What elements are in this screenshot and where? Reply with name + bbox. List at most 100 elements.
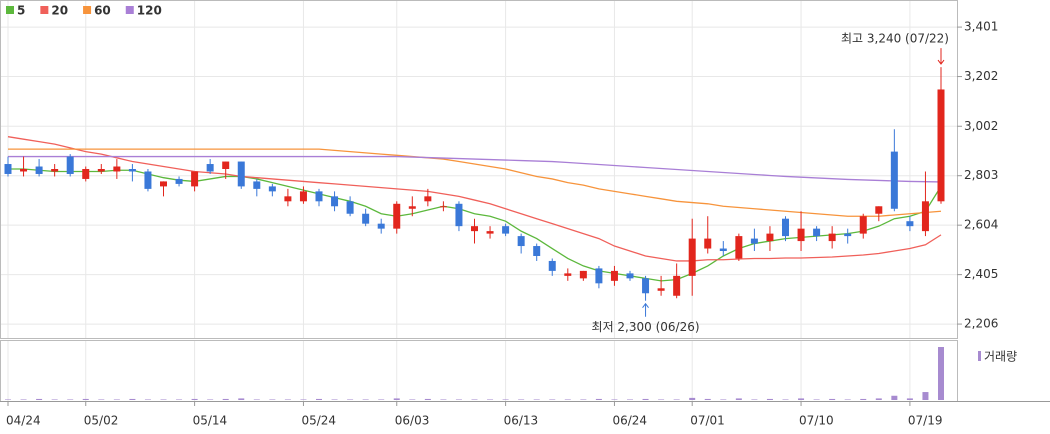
volume-bar xyxy=(113,399,120,400)
candle-body xyxy=(626,273,634,279)
candle-body xyxy=(393,203,401,229)
volume-bar xyxy=(829,398,836,400)
candle-body xyxy=(906,221,914,227)
candle-body xyxy=(160,181,167,187)
volume-bar xyxy=(36,398,43,400)
y-tick-label: 2,803 xyxy=(964,168,998,182)
candle-body xyxy=(175,178,183,184)
volume-bar xyxy=(160,399,167,400)
candle-body xyxy=(346,201,354,214)
ma-line xyxy=(8,148,942,217)
price-frame xyxy=(0,0,958,339)
candle-body xyxy=(642,278,650,294)
candle-body xyxy=(579,270,587,279)
volume-bar xyxy=(5,399,11,400)
candle-body xyxy=(673,275,681,296)
ma-line xyxy=(7,136,942,262)
candle-body xyxy=(362,213,370,224)
candle-body xyxy=(144,171,152,189)
volume-bar xyxy=(906,398,913,400)
volume-bar xyxy=(409,399,416,400)
volume-bar xyxy=(378,399,385,400)
volume-bar xyxy=(595,398,602,400)
volume-bar xyxy=(735,398,742,400)
volume-bar xyxy=(51,399,58,400)
candle-body xyxy=(937,89,945,202)
candle-body xyxy=(66,156,74,174)
volume-bar xyxy=(922,392,929,400)
candle-body xyxy=(97,169,105,172)
volume-bar xyxy=(891,395,898,400)
legend-label: 60 xyxy=(94,4,111,18)
candle-body xyxy=(253,181,261,189)
volume-bar xyxy=(393,398,400,400)
volume-bar xyxy=(253,399,260,400)
x-tick-label: 04/24 xyxy=(6,414,41,428)
volume-bar xyxy=(611,399,618,400)
x-tick-label: 05/02 xyxy=(84,414,119,428)
candle-body xyxy=(564,273,572,276)
volume-bar xyxy=(82,398,89,400)
candle-body xyxy=(610,270,618,281)
candle-body xyxy=(268,186,276,192)
volume-bar xyxy=(533,399,540,400)
candle-body xyxy=(284,196,292,202)
legend-swatch xyxy=(125,6,134,14)
legend-swatch xyxy=(40,6,49,14)
ma-line xyxy=(8,155,942,183)
volume-bar xyxy=(751,399,758,400)
volume-bar xyxy=(487,399,494,400)
candle-body xyxy=(844,233,852,237)
volume-bar xyxy=(424,398,431,400)
volume-bar xyxy=(798,398,805,400)
legend-label: 20 xyxy=(51,4,68,18)
volume-bar xyxy=(518,399,525,400)
candle-body xyxy=(517,236,525,247)
candle-body xyxy=(750,238,758,244)
candle-body xyxy=(315,191,323,202)
volume-bar xyxy=(440,399,447,400)
candle-body xyxy=(688,238,696,276)
x-tick-label: 06/03 xyxy=(395,414,430,428)
volume-bar xyxy=(580,399,587,400)
x-tick-label: 05/24 xyxy=(301,414,336,428)
candle-body xyxy=(828,233,836,242)
candle-body xyxy=(4,164,12,174)
volume-bar xyxy=(720,399,727,400)
candle-body xyxy=(735,236,743,259)
volume-bar xyxy=(502,399,509,400)
volume-bar xyxy=(67,399,74,400)
volume-bar xyxy=(766,398,773,400)
high-arrow xyxy=(937,48,945,65)
volume-bar xyxy=(875,398,882,400)
volume-bar xyxy=(564,399,571,400)
volume-bar xyxy=(284,399,291,400)
candle-body xyxy=(20,169,28,172)
volume-bar xyxy=(627,399,633,400)
volume-bar xyxy=(642,398,649,400)
candle-body xyxy=(206,164,214,172)
volume-bar xyxy=(362,399,369,400)
candle-body xyxy=(331,196,339,207)
volume-frame xyxy=(0,340,958,402)
candle-body xyxy=(875,206,883,214)
volume-legend: 거래량 xyxy=(984,350,1017,364)
candle-body xyxy=(486,231,494,234)
legend-swatch xyxy=(83,6,92,14)
candle-body xyxy=(191,171,199,187)
candle-body xyxy=(657,288,665,291)
candle-body xyxy=(35,166,43,174)
volume-bar xyxy=(207,399,214,400)
candle-body xyxy=(222,161,230,169)
volume-bar xyxy=(191,398,198,400)
legend-label: 120 xyxy=(137,4,162,18)
y-tick-label: 3,002 xyxy=(964,119,998,133)
legend-label: 5 xyxy=(17,4,25,18)
volume-bar xyxy=(471,399,478,400)
candle-body xyxy=(471,226,478,232)
legend-swatch xyxy=(978,351,981,361)
y-tick-label: 2,604 xyxy=(964,218,998,232)
x-tick-label: 06/24 xyxy=(612,414,647,428)
volume-bar xyxy=(222,398,229,400)
